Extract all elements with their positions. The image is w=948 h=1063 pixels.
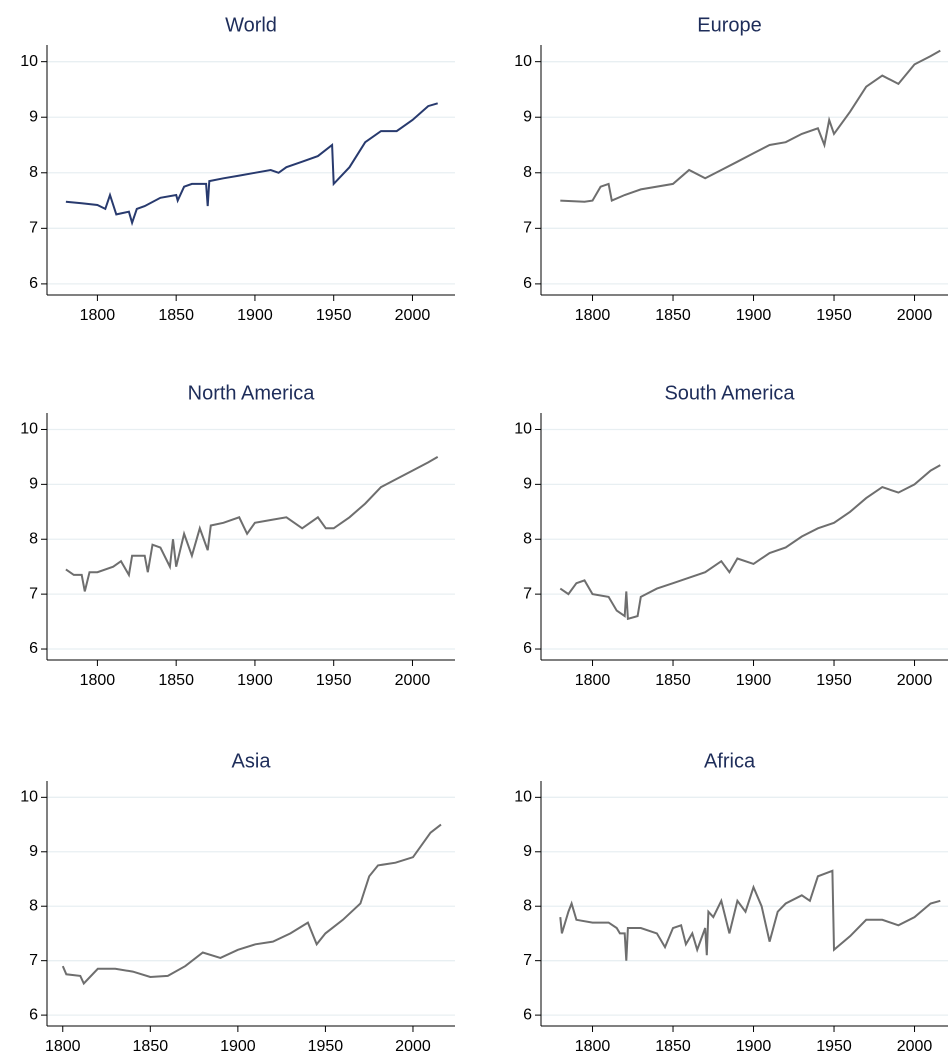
x-tick-label: 1950 [816, 1038, 852, 1055]
x-tick-label: 2000 [395, 1038, 431, 1055]
y-tick-label: 10 [20, 421, 38, 438]
y-tick-label: 7 [29, 220, 38, 237]
x-tick-label: 2000 [897, 672, 933, 689]
y-tick-label: 8 [523, 164, 532, 181]
x-tick-label: 1850 [655, 672, 691, 689]
y-tick-label: 10 [514, 421, 532, 438]
y-tick-label: 9 [29, 108, 38, 125]
panel-title: Europe [697, 14, 762, 36]
panel-title: Africa [704, 750, 756, 772]
data-line [560, 49, 941, 203]
y-tick-label: 9 [523, 476, 532, 493]
y-tick-label: 6 [29, 275, 38, 292]
y-tick-label: 9 [29, 843, 38, 860]
data-line [65, 456, 439, 592]
y-tick-label: 9 [523, 843, 532, 860]
y-tick-label: 8 [523, 897, 532, 914]
y-tick-label: 10 [514, 53, 532, 70]
x-tick-label: 1800 [575, 1038, 611, 1055]
x-tick-label: 1850 [655, 1038, 691, 1055]
x-tick-label: 1850 [655, 307, 691, 324]
panel-title: World [225, 14, 277, 36]
x-tick-label: 1800 [45, 1038, 81, 1055]
panel-title: South America [664, 382, 795, 404]
y-tick-label: 7 [523, 952, 532, 969]
y-tick-label: 9 [29, 476, 38, 493]
panel-title: North America [188, 382, 316, 404]
y-tick-label: 8 [29, 897, 38, 914]
x-tick-label: 1850 [158, 307, 194, 324]
data-line [65, 102, 438, 227]
y-tick-label: 9 [523, 108, 532, 125]
y-tick-label: 6 [29, 1006, 38, 1023]
x-tick-label: 1900 [736, 1038, 772, 1055]
x-tick-label: 1800 [575, 672, 611, 689]
x-tick-label: 2000 [395, 672, 431, 689]
y-tick-label: 8 [523, 530, 532, 547]
x-tick-label: 1950 [316, 307, 352, 324]
y-tick-label: 7 [29, 585, 38, 602]
x-tick-label: 1900 [220, 1038, 256, 1055]
x-tick-label: 1950 [308, 1038, 344, 1055]
data-line [61, 823, 442, 986]
y-tick-label: 10 [20, 53, 38, 70]
y-tick-label: 6 [523, 1006, 532, 1023]
data-line [559, 869, 941, 961]
x-tick-label: 1800 [80, 307, 116, 324]
y-tick-label: 6 [523, 640, 532, 657]
x-tick-label: 2000 [897, 1038, 933, 1055]
x-tick-label: 1900 [736, 307, 772, 324]
y-tick-label: 8 [29, 530, 38, 547]
x-tick-label: 1800 [575, 307, 611, 324]
x-tick-label: 1950 [316, 672, 352, 689]
panel-title: Asia [232, 750, 272, 772]
x-tick-label: 1850 [133, 1038, 169, 1055]
x-tick-label: 2000 [395, 307, 431, 324]
data-line [559, 464, 941, 621]
x-tick-label: 2000 [897, 307, 933, 324]
x-tick-label: 1950 [816, 672, 852, 689]
y-tick-label: 10 [514, 789, 532, 806]
y-tick-label: 7 [523, 220, 532, 237]
y-tick-label: 7 [29, 952, 38, 969]
x-tick-label: 1900 [237, 672, 273, 689]
y-tick-label: 8 [29, 164, 38, 181]
y-tick-label: 7 [523, 585, 532, 602]
y-tick-label: 6 [523, 275, 532, 292]
y-tick-label: 10 [20, 789, 38, 806]
x-tick-label: 1800 [80, 672, 116, 689]
x-tick-label: 1900 [237, 307, 273, 324]
x-tick-label: 1850 [158, 672, 194, 689]
x-tick-label: 1900 [736, 672, 772, 689]
x-tick-label: 1950 [816, 307, 852, 324]
y-tick-label: 6 [29, 640, 38, 657]
